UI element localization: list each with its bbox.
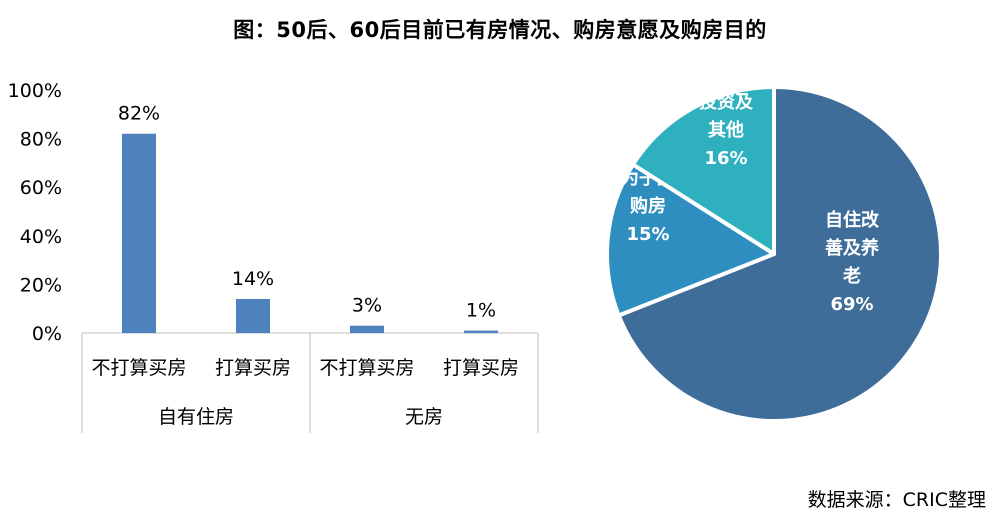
pie-slice-label-line: 善及养: [825, 237, 880, 259]
pie-slice-label: 投资及其他 16%: [699, 91, 754, 169]
x-category-label: 不打算买房: [91, 357, 186, 379]
group-label: 自有住房: [158, 406, 234, 428]
y-tick-label: 100%: [8, 80, 62, 102]
pie-slice-percent: 15%: [626, 224, 669, 245]
bar: [236, 298, 270, 333]
source-note: 数据来源：CRIC整理: [807, 489, 986, 511]
pie-slice-label: 自住改善及养老 69%: [825, 209, 880, 315]
pie-slice-label-line: 其他: [708, 119, 744, 141]
bar-value-label: 1%: [466, 300, 496, 322]
bar-value-label: 14%: [232, 268, 274, 290]
bar-value-label: 82%: [118, 103, 160, 125]
pie-slice-label-line: 投资及: [699, 91, 754, 113]
y-tick-label: 20%: [20, 274, 62, 296]
pie-slice: [605, 162, 776, 318]
bar-value-label: 3%: [352, 295, 382, 317]
pie-slice: [630, 85, 776, 256]
y-tick-label: 80%: [20, 129, 62, 151]
pie-slice-label-line: 购房: [630, 195, 666, 217]
bar: [122, 133, 156, 333]
pie-chart: 自住改善及养老 69%为子女购房 15%投资及其他 16%: [605, 85, 943, 423]
chart-title: 图：50后、60后目前已有房情况、购房意愿及购房目的: [233, 18, 767, 42]
group-label: 无房: [405, 406, 443, 428]
bar: [350, 325, 384, 333]
x-category-label: 打算买房: [443, 357, 519, 379]
y-tick-label: 60%: [20, 177, 62, 199]
y-tick-label: 0%: [32, 323, 62, 345]
pie-slice: [616, 85, 943, 423]
pie-slice-percent: 16%: [704, 148, 747, 169]
pie-slice-label-line: 老: [843, 265, 861, 287]
pie-slice-label-line: 自住改: [825, 209, 880, 231]
x-category-label: 打算买房: [215, 357, 291, 379]
bar-chart: 0% 20% 40% 60% 80% 100% 82% 不打算买房 14% 打算买房 3% 不打算买房…: [8, 80, 539, 433]
x-category-label: 不打算买房: [319, 357, 414, 379]
y-tick-label: 40%: [20, 226, 62, 248]
bar: [464, 330, 498, 333]
pie-slice-percent: 69%: [830, 294, 873, 315]
